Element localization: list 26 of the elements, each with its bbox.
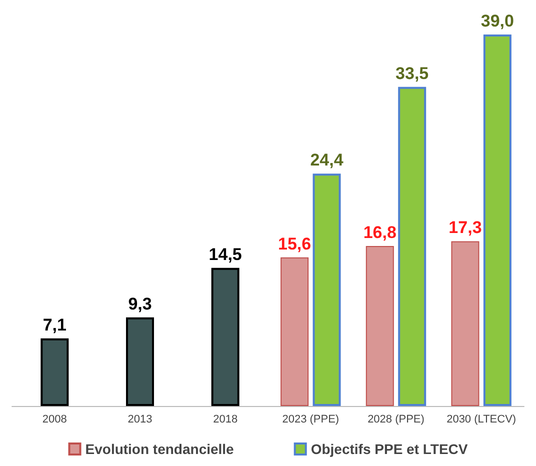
bar [366, 246, 394, 406]
bar [126, 317, 154, 406]
x-tick-label: 2018 [213, 414, 238, 426]
data-label: 33,5 [396, 64, 429, 83]
bar [398, 86, 426, 406]
data-label: 14,5 [208, 244, 242, 264]
bar [40, 338, 69, 406]
bar [312, 174, 341, 406]
legend-label: Objectifs PPE et LTECV [310, 441, 468, 457]
x-tick-label: 2008 [42, 414, 67, 426]
bar [483, 34, 512, 406]
bar [280, 257, 309, 406]
x-tick-label: 2013 [128, 414, 152, 426]
bar [211, 268, 240, 406]
x-tick-label: 2028 (PPE) [368, 414, 424, 426]
x-tick-label: 2023 (PPE) [282, 414, 340, 426]
data-label: 39,0 [480, 12, 514, 31]
bar [451, 241, 480, 406]
data-label: 16,8 [363, 222, 396, 242]
legend-label: Evolution tendancielle [85, 441, 234, 457]
data-label: 15,6 [278, 234, 312, 254]
data-label: 7,1 [42, 315, 66, 334]
data-label: 9,3 [128, 294, 152, 314]
x-tick-label: 2030 (LTECV) [446, 414, 516, 426]
data-label: 24,4 [310, 150, 344, 170]
data-label: 17,3 [448, 218, 482, 238]
